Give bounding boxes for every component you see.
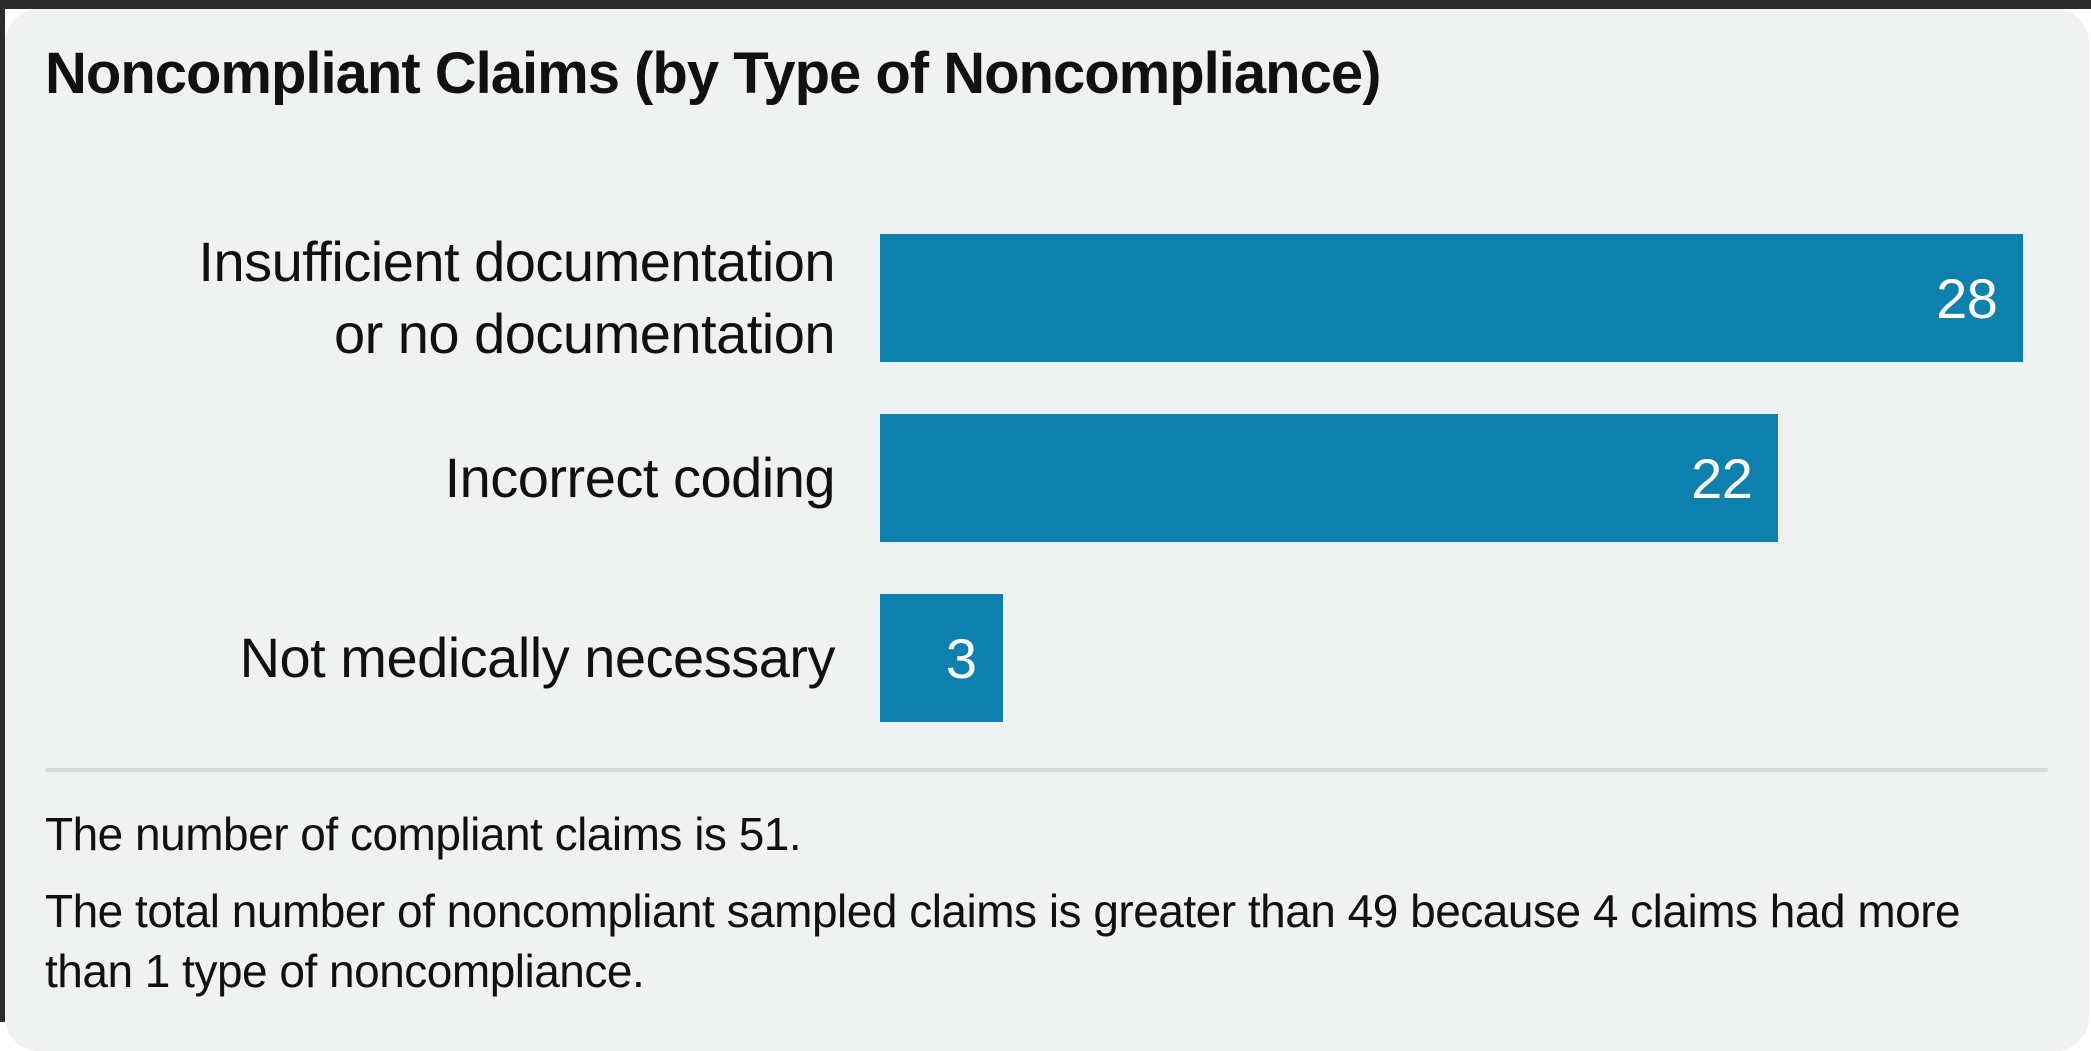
chart-title: Noncompliant Claims (by Type of Noncompl… bbox=[45, 41, 1381, 106]
bar: 22 bbox=[880, 414, 1779, 542]
bar-value-label: 28 bbox=[1936, 266, 1998, 330]
footnote-total-explanation: The total number of noncompliant sampled… bbox=[45, 885, 1961, 997]
chart-card: Noncompliant Claims (by Type of Noncompl… bbox=[5, 9, 2089, 1051]
footnote-compliant-claims: The number of compliant claims is 51. bbox=[45, 808, 802, 860]
bar-plot-area: 22 bbox=[880, 414, 2054, 542]
frame-top-edge bbox=[0, 0, 2091, 9]
bar-category-label: Not medically necessary bbox=[239, 626, 836, 689]
bar-row: Insufficient documentation or no document… bbox=[45, 230, 2054, 365]
bar-row: Not medically necessary 3 bbox=[45, 594, 2054, 722]
bar-value-label: 3 bbox=[945, 626, 977, 690]
frame-left-edge bbox=[0, 0, 5, 1022]
bar-category-label: Incorrect coding bbox=[444, 446, 836, 509]
divider-line bbox=[45, 768, 2048, 772]
bar-row: Incorrect coding 22 bbox=[45, 414, 2054, 542]
bar-category-label: Insufficient documentation or no document… bbox=[198, 230, 835, 365]
bar: 3 bbox=[880, 594, 1003, 722]
bar-chart: Insufficient documentation or no document… bbox=[45, 230, 2054, 722]
bar: 28 bbox=[880, 234, 2024, 362]
bar-plot-area: 28 bbox=[880, 234, 2054, 362]
bar-plot-area: 3 bbox=[880, 594, 2054, 722]
bar-value-label: 22 bbox=[1691, 446, 1753, 510]
